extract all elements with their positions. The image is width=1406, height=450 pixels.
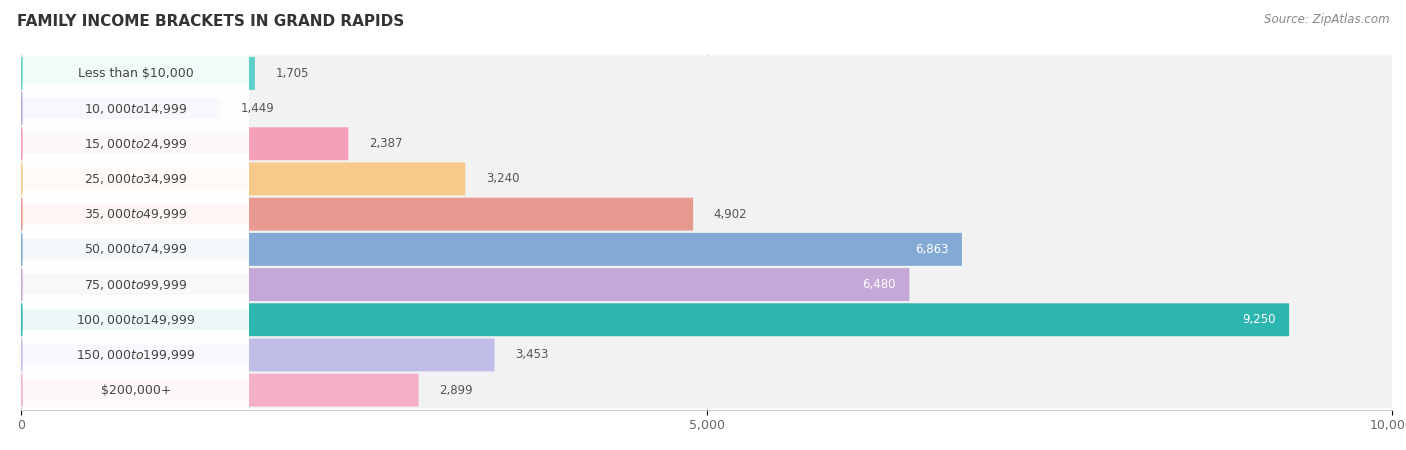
- Text: 9,250: 9,250: [1241, 313, 1275, 326]
- Text: $25,000 to $34,999: $25,000 to $34,999: [84, 172, 187, 186]
- Text: 3,453: 3,453: [515, 348, 548, 361]
- FancyBboxPatch shape: [21, 90, 1392, 126]
- FancyBboxPatch shape: [21, 338, 495, 371]
- Text: 2,387: 2,387: [368, 137, 402, 150]
- FancyBboxPatch shape: [22, 189, 249, 239]
- FancyBboxPatch shape: [21, 126, 1392, 162]
- Text: 3,240: 3,240: [486, 172, 519, 185]
- FancyBboxPatch shape: [22, 225, 249, 274]
- FancyBboxPatch shape: [21, 55, 1392, 91]
- Text: Source: ZipAtlas.com: Source: ZipAtlas.com: [1264, 14, 1389, 27]
- FancyBboxPatch shape: [21, 266, 1392, 302]
- FancyBboxPatch shape: [22, 330, 249, 380]
- FancyBboxPatch shape: [21, 57, 254, 90]
- Text: $50,000 to $74,999: $50,000 to $74,999: [84, 243, 187, 256]
- FancyBboxPatch shape: [21, 268, 910, 301]
- FancyBboxPatch shape: [21, 161, 1392, 197]
- Text: FAMILY INCOME BRACKETS IN GRAND RAPIDS: FAMILY INCOME BRACKETS IN GRAND RAPIDS: [17, 14, 404, 28]
- FancyBboxPatch shape: [22, 49, 249, 98]
- FancyBboxPatch shape: [21, 127, 349, 160]
- FancyBboxPatch shape: [22, 295, 249, 345]
- Text: $200,000+: $200,000+: [101, 384, 172, 396]
- Text: Less than $10,000: Less than $10,000: [77, 67, 194, 80]
- FancyBboxPatch shape: [21, 92, 219, 125]
- Text: 2,899: 2,899: [439, 384, 472, 396]
- Text: 1,705: 1,705: [276, 67, 309, 80]
- Text: 6,480: 6,480: [862, 278, 896, 291]
- Text: $35,000 to $49,999: $35,000 to $49,999: [84, 207, 187, 221]
- FancyBboxPatch shape: [21, 302, 1392, 338]
- FancyBboxPatch shape: [21, 374, 419, 407]
- FancyBboxPatch shape: [21, 233, 962, 266]
- Text: 4,902: 4,902: [714, 207, 747, 220]
- Text: $150,000 to $199,999: $150,000 to $199,999: [76, 348, 195, 362]
- FancyBboxPatch shape: [21, 337, 1392, 373]
- FancyBboxPatch shape: [21, 162, 465, 195]
- Text: $75,000 to $99,999: $75,000 to $99,999: [84, 278, 187, 292]
- FancyBboxPatch shape: [22, 260, 249, 310]
- FancyBboxPatch shape: [21, 198, 693, 230]
- Text: $100,000 to $149,999: $100,000 to $149,999: [76, 313, 195, 327]
- FancyBboxPatch shape: [22, 119, 249, 169]
- Text: $10,000 to $14,999: $10,000 to $14,999: [84, 102, 187, 116]
- Text: $15,000 to $24,999: $15,000 to $24,999: [84, 137, 187, 151]
- FancyBboxPatch shape: [21, 231, 1392, 267]
- FancyBboxPatch shape: [21, 372, 1392, 408]
- FancyBboxPatch shape: [22, 365, 249, 415]
- Text: 6,863: 6,863: [915, 243, 948, 256]
- FancyBboxPatch shape: [22, 154, 249, 204]
- Text: 1,449: 1,449: [240, 102, 274, 115]
- FancyBboxPatch shape: [21, 303, 1289, 336]
- FancyBboxPatch shape: [22, 84, 249, 134]
- FancyBboxPatch shape: [21, 196, 1392, 232]
